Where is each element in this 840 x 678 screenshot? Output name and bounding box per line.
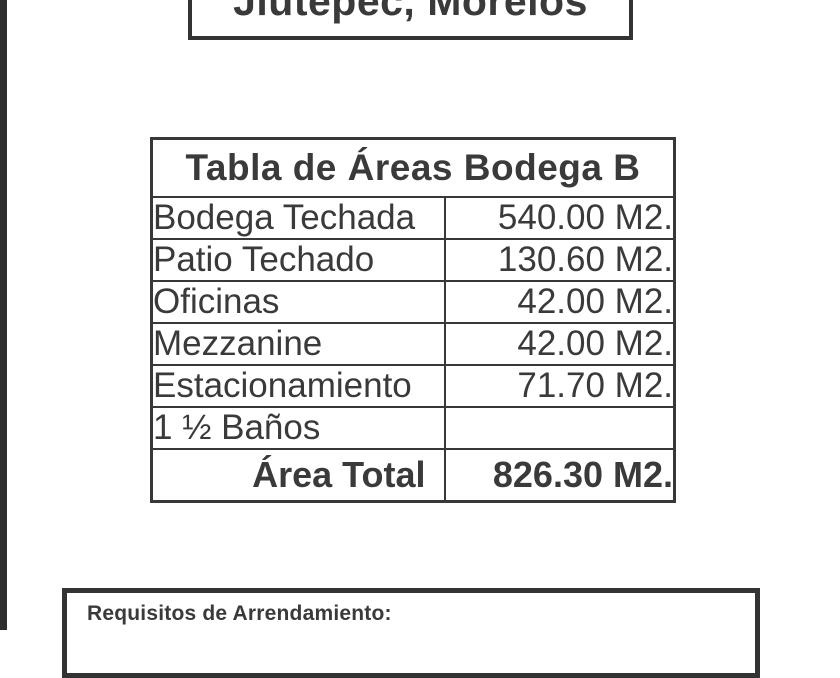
table-header-row: Tabla de Áreas Bodega B	[150, 137, 676, 198]
location-title-box: Jiutepec, Morelos	[188, 0, 633, 40]
row-label: Patio Techado	[150, 238, 446, 282]
location-title: Jiutepec, Morelos	[233, 0, 588, 24]
row-value	[443, 406, 676, 450]
requirements-heading: Requisitos de Arrendamiento:	[87, 602, 392, 625]
table-row: Mezzanine 42.00 M2.	[150, 322, 676, 366]
row-label: Bodega Techada	[150, 196, 446, 240]
row-label: Estacionamiento	[150, 364, 446, 408]
table-title: Tabla de Áreas Bodega B	[150, 137, 676, 198]
table-row: Oficinas 42.00 M2.	[150, 280, 676, 324]
total-value: 826.30 M2.	[443, 448, 676, 503]
table-total-row: Área Total 826.30 M2.	[150, 448, 676, 503]
areas-table: Tabla de Áreas Bodega B Bodega Techada 5…	[150, 137, 677, 503]
table-row: Bodega Techada 540.00 M2.	[150, 196, 676, 240]
row-label: Mezzanine	[150, 322, 446, 366]
row-value: 540.00 M2.	[443, 196, 676, 240]
total-label: Área Total	[150, 448, 446, 503]
table-row: Patio Techado 130.60 M2.	[150, 238, 676, 282]
row-value: 71.70 M2.	[443, 364, 676, 408]
table-row: Estacionamiento 71.70 M2.	[150, 364, 676, 408]
page-left-border	[0, 0, 7, 630]
row-label: Oficinas	[150, 280, 446, 324]
row-value: 42.00 M2.	[443, 280, 676, 324]
table-row: 1 ½ Baños	[150, 406, 676, 450]
row-label: 1 ½ Baños	[150, 406, 446, 450]
row-value: 42.00 M2.	[443, 322, 676, 366]
row-value: 130.60 M2.	[443, 238, 676, 282]
requirements-box: Requisitos de Arrendamiento:	[62, 588, 760, 678]
